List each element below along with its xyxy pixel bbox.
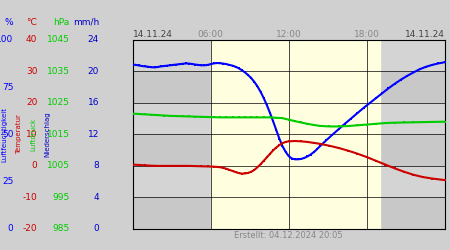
Text: 14.11.24: 14.11.24 bbox=[133, 30, 173, 39]
Text: 12:00: 12:00 bbox=[276, 30, 302, 39]
Text: 10: 10 bbox=[26, 130, 37, 139]
Text: 0: 0 bbox=[8, 224, 14, 233]
Text: 985: 985 bbox=[53, 224, 70, 233]
Text: 06:00: 06:00 bbox=[198, 30, 224, 39]
Text: °C: °C bbox=[27, 18, 37, 26]
Text: 12: 12 bbox=[88, 130, 99, 139]
Bar bbox=[133, 72, 445, 103]
Text: 1045: 1045 bbox=[47, 36, 70, 44]
Bar bbox=[289, 40, 380, 229]
Text: 18:00: 18:00 bbox=[354, 30, 380, 39]
Text: 24: 24 bbox=[88, 36, 99, 44]
Text: 8: 8 bbox=[93, 162, 99, 170]
Text: %: % bbox=[5, 18, 13, 26]
Text: 40: 40 bbox=[26, 36, 37, 44]
Text: Niederschlag: Niederschlag bbox=[45, 112, 51, 157]
Text: 75: 75 bbox=[2, 83, 14, 92]
Text: 1035: 1035 bbox=[47, 67, 70, 76]
Bar bbox=[133, 166, 445, 197]
Text: 0: 0 bbox=[93, 224, 99, 233]
Text: Luftdruck: Luftdruck bbox=[30, 118, 36, 151]
Text: 20: 20 bbox=[88, 67, 99, 76]
Text: 4: 4 bbox=[94, 193, 99, 202]
Text: 20: 20 bbox=[26, 98, 37, 107]
Text: mm/h: mm/h bbox=[73, 18, 99, 26]
Text: 50: 50 bbox=[2, 130, 14, 139]
Text: -20: -20 bbox=[22, 224, 37, 233]
Text: 1015: 1015 bbox=[47, 130, 70, 139]
Text: 30: 30 bbox=[26, 67, 37, 76]
Bar bbox=[133, 40, 445, 72]
Text: 0: 0 bbox=[32, 162, 37, 170]
Bar bbox=[211, 40, 289, 229]
Bar bbox=[133, 134, 445, 166]
Text: 16: 16 bbox=[87, 98, 99, 107]
Text: 1005: 1005 bbox=[47, 162, 70, 170]
Bar bbox=[133, 103, 445, 134]
Text: Temperatur: Temperatur bbox=[16, 114, 22, 154]
Text: 995: 995 bbox=[53, 193, 70, 202]
Text: 100: 100 bbox=[0, 36, 14, 44]
Text: hPa: hPa bbox=[54, 18, 70, 26]
Text: 14.11.24: 14.11.24 bbox=[405, 30, 445, 39]
Text: Luftfeuchtigkeit: Luftfeuchtigkeit bbox=[1, 107, 8, 162]
Text: -10: -10 bbox=[22, 193, 37, 202]
Text: Erstellt: 04.12.2024 20:05: Erstellt: 04.12.2024 20:05 bbox=[234, 231, 343, 240]
Text: 25: 25 bbox=[2, 177, 13, 186]
Text: 1025: 1025 bbox=[47, 98, 70, 107]
Bar bbox=[133, 197, 445, 229]
